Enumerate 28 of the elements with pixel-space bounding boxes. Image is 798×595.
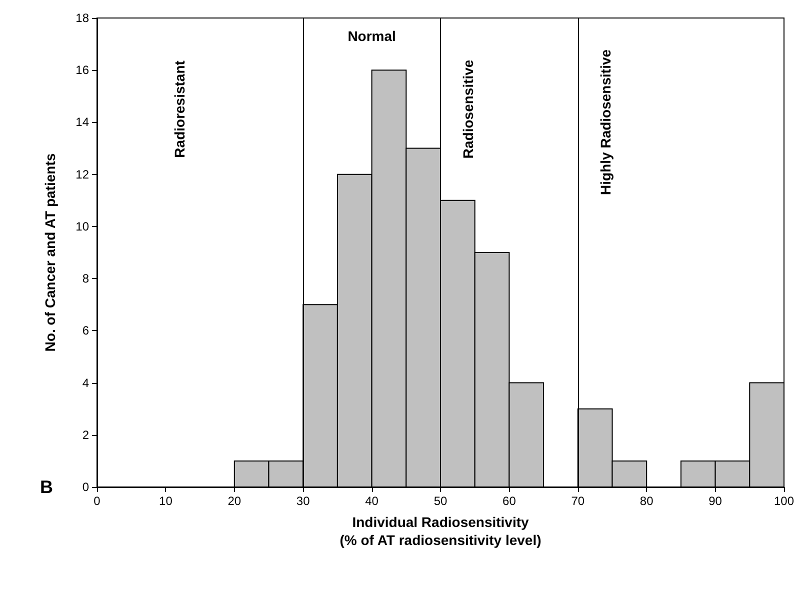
text: B [40,477,53,497]
x-tick-label: 70 [571,494,585,508]
y-tick-label: 0 [82,480,90,494]
x-tick-label: 100 [774,494,794,508]
x-tick-label: 10 [159,494,173,508]
y-tick-label: 10 [76,219,90,234]
y-tick-label: 14 [76,115,90,130]
x-tick-label: 60 [502,494,516,508]
y-tick-label: 4 [82,376,90,390]
annotation: Highly Radiosensitive [597,49,614,195]
x-tick-label: 50 [434,494,448,508]
y-tick-label: 16 [76,63,90,78]
y-tick-label: 18 [76,11,90,25]
x-tick-label: 40 [365,494,379,508]
x-tick-label: 0 [94,494,101,508]
x-tick-label: 80 [640,494,654,508]
y-tick-label: 2 [82,428,90,442]
x-axis-title: Individual Radiosensitivity (% of AT radiosensitivity level) [340,514,542,548]
x-tick-label: 90 [708,494,722,508]
y-tick-label: 6 [82,324,90,338]
x-tick-label: 20 [228,494,242,508]
annotation: Normal [348,28,396,44]
annotation: Radiosensitive [460,60,476,159]
x-tick-label: 30 [296,494,310,508]
y-axis-title: No. of Cancer and AT patients [42,153,58,352]
y-tick-label: 12 [76,167,90,182]
annotation: Radioresistant [171,60,188,158]
y-tick-label: 8 [82,272,90,286]
